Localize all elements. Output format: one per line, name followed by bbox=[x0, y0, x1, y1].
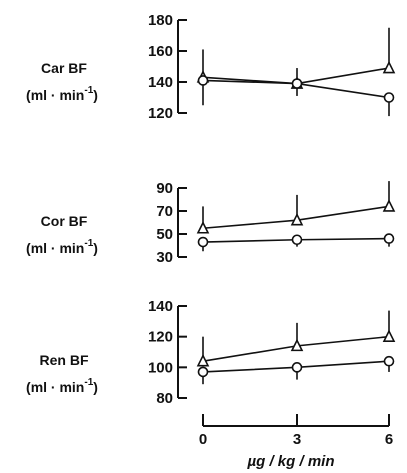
y-tick-label: 80 bbox=[156, 390, 173, 407]
y-tick-label: 140 bbox=[148, 298, 173, 315]
series-triangle bbox=[196, 310, 396, 367]
circle-point bbox=[197, 366, 209, 378]
y-tick-label: 30 bbox=[156, 249, 173, 266]
y-axis-title: Ren BF bbox=[40, 352, 89, 368]
series-triangle bbox=[196, 181, 396, 234]
y-tick-label: 100 bbox=[148, 359, 173, 376]
circle-point bbox=[291, 234, 303, 246]
circle-point bbox=[291, 362, 303, 373]
x-tick-label: 0 bbox=[199, 431, 207, 448]
y-axis-title: Car BF bbox=[41, 60, 87, 76]
circle-point bbox=[197, 75, 209, 86]
panel-1: 120 140 160 180 Car BF (ml · min-1) bbox=[26, 12, 396, 122]
x-axis-title: µg / kg / min bbox=[247, 453, 335, 470]
y-tick-label: 120 bbox=[148, 329, 173, 346]
y-tick-label: 160 bbox=[148, 43, 173, 60]
y-tick-label: 70 bbox=[156, 203, 173, 220]
panel-2: 30 50 70 90 Cor BF (ml · min-1) bbox=[26, 180, 396, 266]
triangle-point bbox=[290, 212, 304, 226]
y-tick-label: 50 bbox=[156, 226, 173, 243]
series-circle bbox=[197, 233, 395, 252]
panel-3: 80 100 120 140 Ren BF (ml · min-1) bbox=[26, 298, 396, 407]
y-tick-label: 120 bbox=[148, 105, 173, 122]
series-circle bbox=[197, 75, 395, 117]
series-circle bbox=[197, 355, 395, 385]
y-axis-title: Cor BF bbox=[41, 213, 88, 229]
panels: 120 140 160 180 Car BF (ml · min-1) 30 50 70 90 Co… bbox=[26, 12, 396, 407]
circle-point bbox=[383, 92, 395, 103]
y-axis-unit: (ml · min-1) bbox=[26, 85, 98, 103]
y-tick-label: 90 bbox=[156, 180, 173, 197]
circle-point bbox=[383, 355, 395, 367]
triangle-point bbox=[382, 60, 396, 74]
triangle-point bbox=[382, 329, 396, 342]
x-axis: µg / kg / min 0 3 6 bbox=[199, 414, 393, 470]
circle-point bbox=[383, 233, 395, 244]
y-axis-unit: (ml · min-1) bbox=[26, 238, 98, 256]
x-tick-label: 3 bbox=[293, 431, 301, 448]
triangle-point bbox=[290, 338, 304, 352]
y-tick-label: 180 bbox=[148, 12, 173, 29]
circle-point bbox=[291, 78, 303, 89]
y-tick-label: 140 bbox=[148, 74, 173, 91]
x-tick-label: 6 bbox=[385, 431, 393, 448]
circle-point bbox=[197, 236, 209, 248]
triangle-point bbox=[382, 199, 396, 212]
triangle-point bbox=[196, 220, 210, 234]
y-axis-unit: (ml · min-1) bbox=[26, 377, 98, 395]
triangle-point bbox=[196, 353, 210, 367]
